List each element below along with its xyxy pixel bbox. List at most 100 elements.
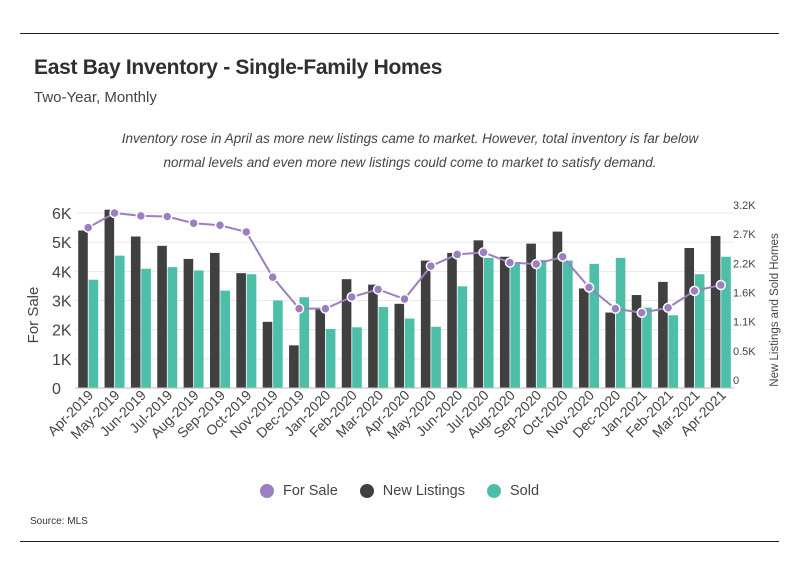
- bar-sold: [404, 318, 415, 388]
- bar-sold: [668, 315, 679, 388]
- bar-new-listings: [394, 303, 405, 388]
- bar-sold: [378, 307, 389, 388]
- y2-axis-label: New Listings and Sold Homes: [769, 233, 781, 387]
- bar-new-listings: [183, 258, 194, 388]
- y2-tick-label: 3.2K: [733, 200, 756, 212]
- point-for-sale: [451, 249, 463, 260]
- legend-item-for-sale: For Sale: [259, 483, 338, 499]
- bar-new-listings: [262, 321, 273, 388]
- chart-subtitle: Two-Year, Monthly: [34, 89, 157, 106]
- bar-sold: [510, 262, 520, 388]
- legend-item-sold: Sold: [486, 483, 540, 499]
- top-rule: [20, 33, 779, 34]
- point-for-sale: [557, 251, 568, 262]
- legend-label-sold: Sold: [509, 483, 540, 499]
- point-for-sale: [320, 303, 331, 314]
- point-for-sale: [689, 285, 700, 297]
- y-tick-label: 4K: [52, 264, 72, 281]
- y-tick-label: 0: [52, 381, 61, 398]
- point-for-sale: [188, 217, 199, 229]
- bar-new-listings: [78, 230, 88, 388]
- point-for-sale: [662, 302, 674, 314]
- bottom-rule: [20, 541, 779, 542]
- bar-sold: [273, 300, 283, 388]
- point-for-sale: [241, 226, 252, 238]
- chart-legend: For Sale New Listings Sold: [0, 483, 799, 499]
- bar-new-listings: [209, 252, 220, 388]
- point-for-sale: [583, 282, 595, 293]
- bar-new-listings: [315, 308, 326, 388]
- legend-item-new-listings: New Listings: [359, 483, 465, 499]
- bar-sold: [642, 307, 652, 388]
- point-for-sale: [372, 284, 384, 295]
- point-for-sale: [346, 291, 358, 303]
- bar-new-listings: [341, 279, 352, 388]
- bar-new-listings: [289, 345, 299, 388]
- bar-sold: [483, 257, 494, 388]
- bar-new-listings: [526, 243, 536, 388]
- point-for-sale: [162, 211, 173, 222]
- y-tick-label: 6K: [52, 206, 72, 223]
- bar-new-listings: [104, 209, 115, 388]
- bar-sold: [352, 327, 362, 388]
- bar-sold: [431, 326, 441, 388]
- bar-new-listings: [130, 236, 141, 388]
- point-for-sale: [82, 222, 94, 233]
- bar-sold: [589, 263, 600, 388]
- bar-new-listings: [499, 256, 510, 388]
- chart-title: East Bay Inventory - Single-Family Homes: [34, 56, 443, 79]
- point-for-sale: [214, 220, 226, 231]
- point-for-sale: [267, 271, 278, 283]
- bar-sold: [563, 260, 573, 388]
- bar-sold: [721, 256, 731, 388]
- bar-new-listings: [157, 245, 167, 388]
- y2-tick-label: 2.2K: [733, 258, 756, 270]
- bar-new-listings: [473, 240, 484, 388]
- bar-sold: [194, 270, 204, 388]
- y-tick-label: 1K: [52, 352, 72, 369]
- point-for-sale: [504, 257, 516, 268]
- y-tick-label: 3K: [52, 294, 72, 311]
- point-for-sale: [478, 247, 489, 258]
- bar-new-listings: [579, 288, 589, 388]
- bar-sold: [615, 257, 626, 388]
- y2-tick-label: 1.6K: [733, 288, 756, 300]
- bar-sold: [220, 290, 230, 388]
- point-for-sale: [715, 279, 727, 291]
- bar-new-listings: [710, 235, 721, 388]
- point-for-sale: [399, 293, 410, 305]
- bar-new-listings: [236, 273, 246, 388]
- chart-annotation: Inventory rose in April as more new list…: [121, 131, 699, 170]
- legend-label-new-listings: New Listings: [382, 483, 465, 499]
- y-tick-label: 5K: [52, 235, 72, 252]
- point-for-sale: [610, 303, 621, 314]
- bar-sold: [141, 268, 151, 388]
- bar-new-listings: [658, 281, 668, 388]
- y2-tick-label: 0: [733, 375, 739, 387]
- legend-swatch-new-listings: [359, 484, 374, 498]
- y-tick-label: 2K: [52, 323, 72, 340]
- bar-sold: [114, 255, 125, 388]
- bar-new-listings: [552, 231, 563, 388]
- bar-new-listings: [631, 295, 642, 388]
- legend-swatch-sold: [486, 484, 501, 498]
- legend-label-for-sale: For Sale: [282, 483, 338, 499]
- bar-new-listings: [447, 252, 457, 388]
- bar-new-listings: [368, 284, 378, 388]
- bar-new-listings: [420, 260, 431, 388]
- bar-new-listings: [605, 312, 615, 388]
- y2-tick-label: 0.5K: [733, 346, 756, 358]
- bar-sold: [325, 328, 336, 388]
- source-note: Source: MLS: [30, 516, 88, 527]
- point-for-sale: [135, 210, 147, 222]
- bar-sold: [299, 297, 310, 388]
- bar-sold: [536, 260, 547, 388]
- bar-sold: [88, 279, 99, 388]
- point-for-sale: [293, 303, 305, 314]
- point-for-sale: [425, 260, 437, 272]
- point-for-sale: [636, 307, 647, 318]
- y2-tick-label: 2.7K: [733, 229, 756, 241]
- bar-sold: [167, 267, 178, 388]
- bar-sold: [246, 274, 257, 388]
- bar-new-listings: [684, 248, 695, 388]
